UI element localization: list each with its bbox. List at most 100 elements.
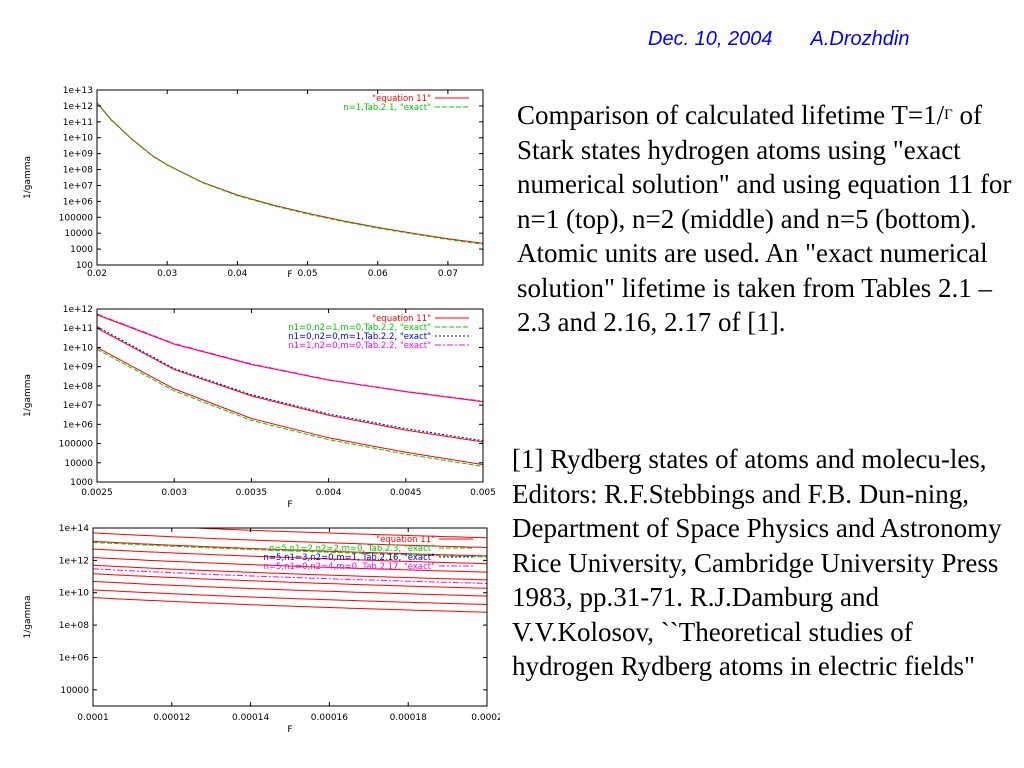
series-line-5 (93, 548, 487, 565)
y-tick-label: 1e+09 (63, 363, 94, 373)
y-tick-label: 100000 (59, 213, 94, 223)
y-tick-label: 1e+11 (63, 324, 93, 334)
chart-n2: 1e+12 1e+11 1e+10 1e+09 1e+08 1e+07 1e+06 10000… (0, 300, 500, 516)
series-line-5 (97, 313, 483, 402)
chart-n2-svg: 1e+121e+111e+101e+091e+081e+071e+0610000… (23, 305, 496, 510)
series-line-12 (93, 541, 487, 558)
y-tick-label: 1e+10 (63, 134, 94, 144)
x-tick-label: 0.00016 (311, 713, 348, 723)
x-tick-label: 0.005 (470, 488, 496, 498)
y-tick-label: 100000 (59, 440, 94, 450)
x-axis-label: F (287, 725, 292, 735)
y-tick-label: 10000 (60, 686, 89, 696)
series-line-11 (93, 597, 487, 613)
x-tick-label: 0.02 (87, 269, 107, 279)
legend-label-12: n=5,n1=2,n2=2,m=0, Tab.2.3, "exact" (269, 544, 435, 554)
legend-label-4: n1=0,n2=0,m=1,Tab.2.2, "exact" (288, 332, 431, 342)
x-tick-label: 0.003 (161, 488, 187, 498)
y-tick-label: 1e+06 (63, 420, 94, 430)
series-line-3 (93, 532, 487, 548)
x-tick-label: 0.0035 (236, 488, 268, 498)
x-tick-label: 0.07 (438, 269, 458, 279)
x-tick-label: 0.0001 (77, 713, 109, 723)
y-tick-label: 1e+07 (63, 181, 93, 191)
y-tick-label: 1e+11 (63, 118, 93, 128)
y-tick-label: 100 (76, 261, 93, 271)
series-line-7 (93, 564, 487, 581)
legend-label-0: "equation 11" (372, 314, 431, 324)
series-line-10 (93, 589, 487, 605)
legend-label-14: n=5,n1=0,n2=4,m=0, Tab.2.17, "exact" (264, 562, 436, 572)
description-part-2: of Stark states hydrogen atoms using "ex… (517, 100, 1012, 337)
y-tick-label: 1e+08 (63, 382, 94, 392)
header-date: Dec. 10, 2004 (648, 28, 773, 50)
y-tick-label: 1000 (70, 478, 93, 488)
y-tick-label: 1e+12 (59, 556, 89, 566)
x-tick-label: 0.0025 (81, 488, 113, 498)
y-tick-label: 10000 (64, 459, 93, 469)
y-tick-label: 1000 (70, 245, 93, 255)
series-line-2 (182, 528, 487, 539)
plot-frame (96, 89, 484, 266)
legend-label-0: "equation 11" (376, 535, 435, 545)
x-tick-label: 0.0045 (390, 488, 422, 498)
y-tick-label: 1e+07 (63, 401, 93, 411)
series-line-6 (93, 557, 487, 573)
chart-n5-svg: 1e+14 1e+12 1e+10 1e+08 1e+06 10000 0.0001 0.00… (23, 518, 500, 735)
x-tick-label: 0.004 (316, 488, 342, 498)
chart-n1: 1e+13 1e+12 1e+11 1e+10 1e+09 1e+08 1e+07 1e+06… (0, 80, 500, 298)
series-line-13 (93, 518, 487, 525)
description-part-1: Comparison of calculated lifetime T=1/ (517, 100, 945, 130)
legend-label-1: n=1,Tab.2.1, "exact" (343, 103, 431, 113)
x-tick-label: 0.0002 (471, 713, 500, 723)
x-tick-label: 0.05 (298, 269, 318, 279)
x-axis-label: F (287, 270, 292, 280)
plot-frame (92, 527, 488, 707)
slide-header: Dec. 10, 2004 A.Drozhdin (648, 28, 947, 51)
y-tick-label: 1e+08 (63, 166, 94, 176)
series-line-2 (97, 346, 483, 466)
x-tick-label: 0.04 (227, 269, 247, 279)
x-tick-label: 0.03 (157, 269, 177, 279)
y-tick-label: 1e+06 (63, 197, 94, 207)
series-line-4 (93, 540, 487, 557)
series-line-1 (97, 327, 483, 443)
series-line-4 (97, 326, 483, 442)
header-author: A.Drozhdin (810, 28, 910, 50)
series-line-0 (97, 102, 483, 244)
y-tick-label: 1e+08 (59, 621, 90, 631)
legend-label-13: n=5,n1=3,n2=0,m=1, Tab.2.16, "exact" (264, 553, 436, 563)
gamma-symbol: Γ (944, 107, 953, 123)
series-line-1 (93, 518, 487, 526)
series-line-8 (93, 573, 487, 589)
y-tick-label: 1e+12 (63, 102, 93, 112)
y-tick-label: 1e+10 (59, 589, 90, 599)
y-tick-label: 1e+13 (63, 86, 93, 96)
y-tick-label: 1e+06 (59, 653, 90, 663)
y-axis-label: 1/gamma (23, 374, 33, 417)
plot-frame (96, 308, 484, 483)
y-tick-label: 1e+14 (59, 524, 90, 534)
series-line-1 (97, 102, 483, 245)
reference-text: [1] Rydberg states of atoms and molecu-l… (512, 444, 1002, 681)
y-axis-label: 1/gamma (23, 156, 33, 199)
y-axis-label: 1/gamma (23, 595, 33, 638)
legend-label-3: n1=0,n2=1,m=0,Tab.2.2, "exact" (288, 323, 431, 333)
series-line-9 (93, 580, 487, 597)
y-tick-label: 1e+09 (63, 150, 94, 160)
y-tick-label: 10000 (64, 229, 93, 239)
series-line-3 (97, 348, 483, 467)
y-tick-label: 1e+12 (63, 305, 93, 315)
x-tick-label: 0.00014 (232, 713, 269, 723)
x-axis-label: F (287, 500, 292, 510)
y-tick-label: 1e+10 (63, 343, 94, 353)
legend-label-5: n1=1,n2=0,m=0,Tab.2.2, "exact" (288, 341, 431, 351)
description-text: Comparison of calculated lifetime T=1/Γ … (517, 98, 1017, 340)
chart-n1-svg: 1e+13 1e+12 1e+11 1e+10 1e+09 1e+08 1e+07 1e+06… (23, 86, 484, 280)
legend-label-0: "equation 11" (372, 94, 431, 104)
series-line-14 (93, 568, 487, 584)
x-tick-label: 0.00018 (390, 713, 427, 723)
x-tick-label: 0.00012 (153, 713, 190, 723)
chart-n5: 1e+14 1e+12 1e+10 1e+08 1e+06 10000 0.0001 0.00… (0, 518, 500, 740)
x-tick-label: 0.06 (368, 269, 388, 279)
